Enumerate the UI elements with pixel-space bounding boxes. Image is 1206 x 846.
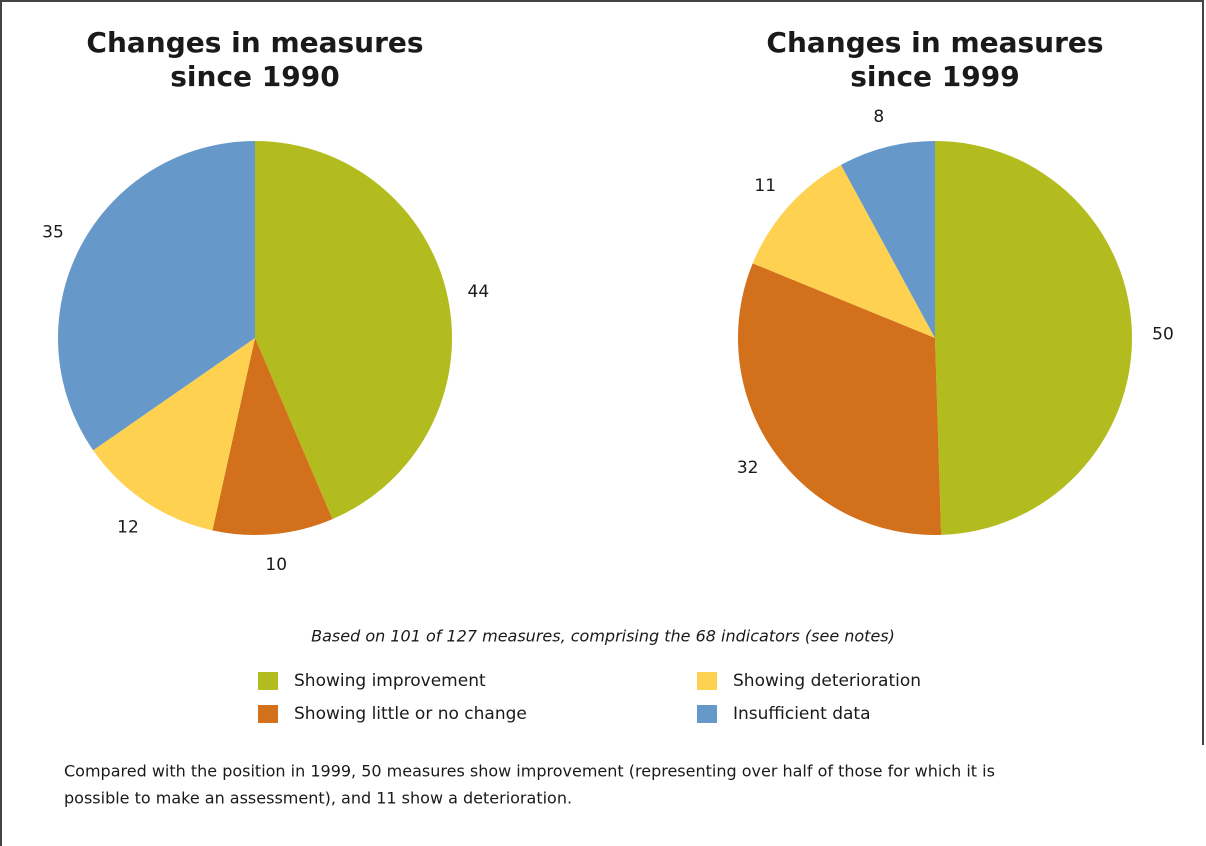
pie-slice (935, 141, 1133, 535)
data-label: 10 (265, 555, 287, 575)
data-label: 8 (873, 107, 884, 127)
pie-slice (212, 338, 333, 535)
pie-slice (93, 338, 255, 531)
pie-slice (57, 141, 256, 451)
pie-slice (840, 141, 935, 338)
data-label: 12 (117, 517, 139, 537)
legend-swatch (258, 705, 278, 723)
caption-line: possible to make an assessment), and 11 … (64, 789, 572, 808)
data-label: 32 (737, 458, 759, 478)
chart-title: Changes in measures (86, 26, 423, 59)
chart-title: since 1999 (850, 60, 1019, 93)
chart-title: since 1990 (170, 60, 339, 93)
legend-label: Insufficient data (733, 704, 871, 724)
legend-label: Showing improvement (294, 671, 486, 691)
pie-slice (738, 263, 942, 535)
pie-slice (752, 164, 935, 338)
caption-line: Compared with the position in 1999, 50 m… (64, 762, 995, 781)
data-label: 35 (42, 222, 64, 242)
data-label: 50 (1152, 324, 1174, 344)
chart-title: Changes in measures (766, 26, 1103, 59)
data-label: 44 (468, 282, 490, 302)
legend-label: Showing little or no change (294, 704, 527, 724)
legend-label: Showing deterioration (733, 671, 921, 691)
data-label: 11 (754, 176, 776, 196)
legend-swatch (697, 672, 717, 690)
legend-swatch (697, 705, 717, 723)
note: Based on 101 of 127 measures, comprising… (311, 627, 895, 646)
pie-slice (255, 141, 452, 520)
legend-swatch (258, 672, 278, 690)
